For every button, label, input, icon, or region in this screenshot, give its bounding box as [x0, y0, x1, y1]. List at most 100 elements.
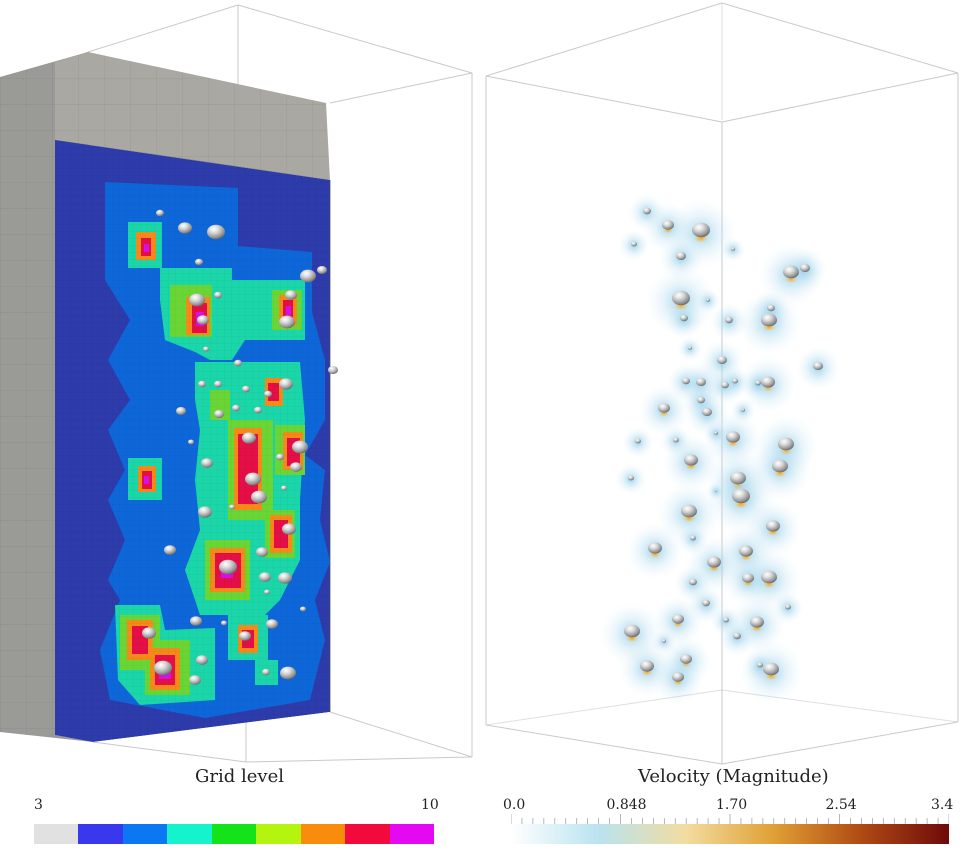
bubble — [767, 304, 775, 312]
colorbar-swatch — [78, 824, 123, 844]
bubble — [279, 315, 295, 329]
bubble — [750, 616, 764, 628]
velocity-tick-label: 0.848 — [606, 797, 647, 813]
bubble — [278, 572, 292, 584]
bubble — [207, 224, 225, 240]
bubble — [239, 631, 251, 641]
bubble — [672, 614, 684, 624]
bubble — [772, 459, 788, 473]
bubble — [214, 380, 222, 388]
bubble — [242, 432, 256, 444]
bubble — [188, 439, 194, 445]
bubble — [190, 616, 202, 626]
bubble — [276, 453, 284, 461]
bubble — [689, 578, 697, 586]
bubble — [696, 378, 706, 386]
bubble — [680, 654, 692, 664]
colorbar-swatch — [122, 824, 168, 844]
bubble — [300, 606, 306, 612]
velocity-tick-label: 0.0 — [503, 797, 526, 813]
bubble — [684, 454, 698, 466]
colorbar-swatch — [211, 824, 257, 844]
bubble — [214, 291, 222, 299]
bubbles-left-group — [142, 209, 338, 685]
colorbar-swatch — [300, 824, 346, 844]
bubble — [714, 431, 718, 435]
bubble — [281, 485, 287, 491]
bubble — [256, 547, 268, 557]
bubble — [282, 523, 296, 535]
bubble — [279, 378, 293, 390]
bubble — [317, 266, 327, 274]
grid-level-colorbar-title: Grid level — [195, 766, 284, 787]
bubble — [658, 403, 670, 413]
colorbar-swatch — [345, 824, 390, 844]
grid-level-max-label: 10 — [421, 797, 439, 813]
bubble — [697, 396, 705, 404]
bubble — [214, 410, 224, 418]
colorbar-swatch — [167, 824, 212, 844]
bubble — [688, 346, 692, 350]
bubble — [245, 472, 261, 486]
bubble — [229, 504, 235, 510]
bubble — [628, 475, 634, 481]
bubble — [785, 604, 791, 610]
bubble — [778, 437, 794, 451]
bubble — [742, 573, 754, 583]
bubble — [690, 535, 696, 541]
bubble — [189, 675, 201, 685]
bubble — [741, 408, 745, 412]
bubble — [262, 668, 270, 676]
bubble — [726, 431, 740, 443]
bubble — [234, 359, 242, 367]
bubble — [264, 589, 270, 595]
bubble — [707, 556, 721, 568]
bubble — [725, 316, 733, 324]
velocity-tick-label: 3.4 — [931, 797, 954, 813]
bubble — [783, 265, 799, 279]
bubble — [640, 660, 654, 672]
velocity-tick-label: 2.54 — [825, 797, 857, 813]
bubble — [715, 490, 717, 492]
bubble — [662, 639, 666, 643]
bubble — [662, 220, 674, 230]
bubble — [259, 572, 271, 582]
bubble — [672, 290, 690, 306]
bubble — [292, 440, 308, 454]
bubble — [643, 207, 651, 215]
velocity-colorbar — [511, 824, 949, 844]
bubble — [203, 346, 209, 352]
bubble — [266, 619, 278, 629]
bubble — [676, 252, 686, 260]
bubble — [254, 406, 262, 414]
bubble — [755, 380, 761, 386]
bubble — [731, 247, 735, 251]
velocity-colorbar-title: Velocity (Magnitude) — [638, 766, 829, 787]
bubbles-right-group — [624, 207, 823, 682]
bubble — [681, 504, 697, 518]
bubble — [635, 438, 641, 444]
bubble — [763, 662, 779, 676]
bubble — [706, 298, 710, 302]
velocity-tick-label: 1.70 — [716, 797, 748, 813]
bubble — [717, 356, 727, 364]
bubble — [739, 545, 753, 557]
bubble — [242, 385, 250, 393]
bubble — [264, 390, 272, 398]
bubble — [723, 617, 729, 623]
bubble — [692, 222, 710, 238]
grid-level-min-label: 3 — [34, 797, 43, 813]
bubble — [761, 570, 777, 584]
bubble — [328, 366, 338, 374]
bubble — [624, 624, 640, 638]
bubble — [196, 655, 208, 665]
bubble — [290, 462, 302, 472]
velocity-colorbar-minor-ticks — [511, 814, 949, 824]
bubble — [757, 662, 763, 668]
bubble — [732, 378, 738, 384]
bubble — [721, 381, 729, 389]
bubble — [176, 407, 186, 415]
bubble — [197, 315, 209, 325]
bubble — [673, 437, 679, 443]
